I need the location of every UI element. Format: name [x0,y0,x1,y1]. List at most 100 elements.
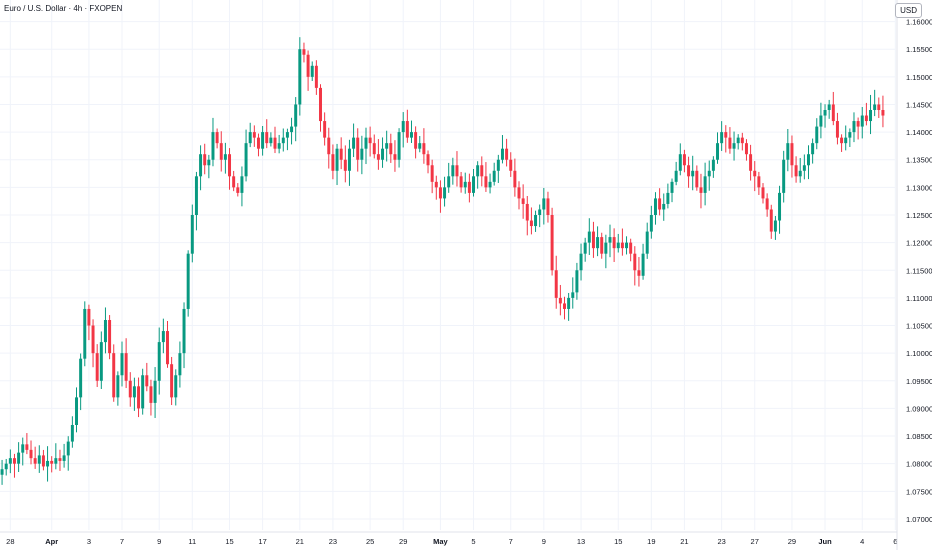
candle-down[interactable] [87,308,91,326]
candle-up[interactable] [401,121,405,133]
candle-up[interactable] [860,115,864,127]
candle-up[interactable] [476,165,480,177]
candle-down[interactable] [856,121,860,127]
candle-down[interactable] [728,137,732,149]
candle-down[interactable] [265,132,269,144]
candle-up[interactable] [70,425,74,442]
candle-up[interactable] [678,154,682,171]
candle-down[interactable] [637,270,641,276]
candle-up[interactable] [691,170,695,177]
candle-up[interactable] [178,353,182,376]
candle-up[interactable] [500,148,504,160]
candle-up[interactable] [571,292,575,298]
candle-down[interactable] [529,220,533,227]
candle-down[interactable] [629,242,633,254]
candle-up[interactable] [703,176,707,193]
candle-up[interactable] [534,215,538,227]
candle-up[interactable] [182,308,186,354]
candle-up[interactable] [716,143,720,160]
candle-up[interactable] [736,137,740,144]
candle-up[interactable] [707,170,711,177]
candle-up[interactable] [852,121,856,133]
candle-down[interactable] [319,87,322,122]
candle-down[interactable] [219,143,223,160]
candle-down[interactable] [323,121,327,138]
candle-down[interactable] [252,132,256,138]
candle-up[interactable] [211,132,215,160]
candle-down[interactable] [459,176,463,188]
candle-up[interactable] [711,159,715,171]
candle-up[interactable] [352,137,356,149]
candle-up[interactable] [583,242,587,254]
candle-up[interactable] [298,49,302,105]
candle-down[interactable] [327,137,331,155]
candle-up[interactable] [653,198,657,215]
candle-up[interactable] [240,176,244,193]
candle-up[interactable] [616,242,620,249]
candle-down[interactable] [740,137,744,144]
candle-up[interactable] [4,463,8,470]
candle-up[interactable] [0,469,4,475]
candle-down[interactable] [236,187,240,193]
candle-up[interactable] [786,143,790,160]
candle-up[interactable] [335,148,339,171]
candle-up[interactable] [141,375,145,409]
candle-down[interactable] [256,137,260,149]
candle-down[interactable] [480,165,484,177]
candle-down[interactable] [749,154,753,171]
candle-down[interactable] [414,132,418,149]
candle-up[interactable] [79,358,83,398]
candle-down[interactable] [658,198,662,210]
candle-down[interactable] [25,444,29,450]
candle-up[interactable] [649,215,653,232]
candle-down[interactable] [864,115,868,122]
candle-down[interactable] [724,132,728,138]
candle-down[interactable] [343,159,347,171]
candle-down[interactable] [145,375,149,387]
candle-up[interactable] [575,270,579,293]
candle-up[interactable] [244,143,248,177]
candle-up[interactable] [62,455,66,461]
candle-down[interactable] [687,165,691,177]
candle-down[interactable] [124,353,128,381]
candle-down[interactable] [430,165,434,182]
candle-up[interactable] [645,231,649,254]
candle-down[interactable] [314,65,318,88]
candle-up[interactable] [54,458,58,464]
candle-down[interactable] [455,165,459,177]
candle-up[interactable] [782,159,786,193]
candle-down[interactable] [422,143,426,155]
candle-down[interactable] [368,137,372,144]
candle-down[interactable] [877,104,881,110]
candle-up[interactable] [153,380,157,403]
candle-up[interactable] [248,132,252,144]
candle-down[interactable] [108,320,112,354]
candle-up[interactable] [21,444,25,453]
candle-up[interactable] [802,165,806,171]
candle-down[interactable] [840,137,844,144]
candle-down[interactable] [376,154,380,160]
candle-up[interactable] [83,308,87,359]
candle-up[interactable] [66,441,70,456]
candle-down[interactable] [546,198,550,215]
candle-up[interactable] [579,253,583,271]
candle-down[interactable] [302,49,306,55]
candle-up[interactable] [116,375,120,398]
candle-down[interactable] [525,203,529,221]
candle-up[interactable] [385,143,389,149]
candle-up[interactable] [277,143,281,149]
candle-down[interactable] [273,137,277,149]
candle-down[interactable] [331,154,335,171]
candle-down[interactable] [170,364,174,398]
candle-down[interactable] [434,181,438,188]
candle-down[interactable] [558,297,562,304]
candle-down[interactable] [339,148,343,160]
candle-down[interactable] [228,154,232,177]
candle-up[interactable] [815,126,819,144]
candle-up[interactable] [773,220,777,232]
candle-down[interactable] [612,237,616,249]
candle-up[interactable] [157,342,161,381]
candle-down[interactable] [58,458,62,461]
candle-up[interactable] [37,455,41,464]
candle-up[interactable] [670,181,674,193]
